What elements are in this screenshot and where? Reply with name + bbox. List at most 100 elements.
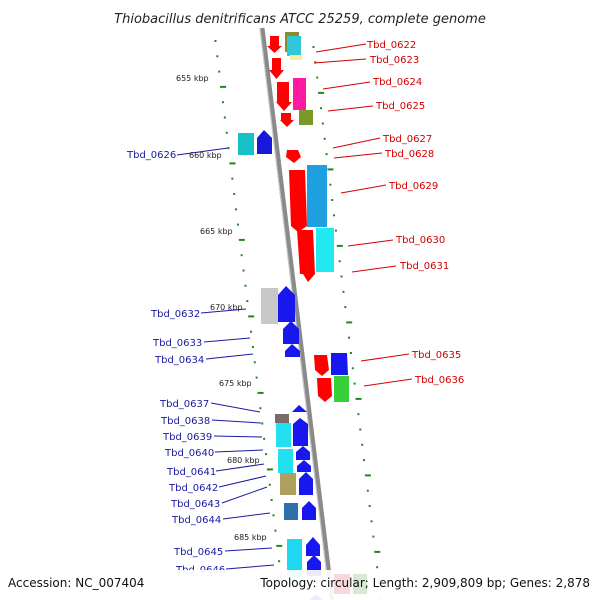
- gene-arrow-0642[interactable]: [299, 472, 313, 495]
- gene-box-0632[interactable]: [261, 288, 278, 324]
- label-tbd-0641[interactable]: Tbd_0641: [166, 467, 216, 478]
- gene-arrow-0633[interactable]: [283, 321, 299, 344]
- label-tbd-0634[interactable]: Tbd_0634: [154, 355, 204, 366]
- scale-dot: [240, 254, 243, 257]
- gene-arrow-0644[interactable]: [302, 501, 316, 520]
- scale-dot: [251, 346, 254, 348]
- scale-dot: [248, 315, 255, 318]
- scale-dot: [257, 391, 264, 394]
- label-tbd-0643[interactable]: Tbd_0643: [170, 499, 220, 510]
- scale-dot: [325, 153, 328, 156]
- scale-dot: [274, 529, 277, 532]
- scale-dot: [261, 422, 264, 425]
- gene-arrow-0625[interactable]: [280, 113, 294, 127]
- scale-dot: [361, 443, 364, 446]
- gene-arrow-0626[interactable]: [257, 130, 272, 154]
- gene-arrow-0637[interactable]: [292, 405, 307, 412]
- gene-box-0644[interactable]: [284, 503, 298, 520]
- label-tbd-0637[interactable]: Tbd_0637: [159, 399, 209, 410]
- scale-dot: [327, 168, 334, 171]
- scale-dot: [370, 520, 373, 523]
- scale-dot: [374, 550, 381, 553]
- label-tbd-0625[interactable]: Tbd_0625: [375, 101, 425, 112]
- label-tbd-0639[interactable]: Tbd_0639: [162, 432, 212, 443]
- gene-arrow-0622[interactable]: [267, 36, 282, 53]
- scale-dot: [221, 101, 224, 104]
- gene-arrow-0627[interactable]: [286, 150, 301, 163]
- scale-dot: [235, 208, 238, 211]
- label-tbd-0640[interactable]: Tbd_0640: [164, 448, 214, 459]
- label-tbd-0627[interactable]: Tbd_0627: [382, 134, 432, 145]
- gene-box-0636[interactable]: [334, 376, 349, 402]
- label-tbd-0623[interactable]: Tbd_0623: [369, 55, 419, 66]
- scale-dot: [263, 437, 266, 440]
- label-tbd-0626[interactable]: Tbd_0626: [126, 150, 176, 161]
- scale-dot: [216, 55, 219, 58]
- right-gene-labels: Tbd_0622 Tbd_0623 Tbd_0624 Tbd_0625 Tbd_…: [366, 40, 464, 386]
- label-tbd-0631[interactable]: Tbd_0631: [399, 261, 449, 272]
- gene-arrow-0630[interactable]: [297, 230, 315, 282]
- label-tbd-0635[interactable]: Tbd_0635: [411, 350, 461, 361]
- kbp-675: 675 kbp: [219, 379, 252, 388]
- scale-dot: [318, 91, 325, 94]
- gene-box-0629[interactable]: [307, 165, 327, 227]
- scale-dot: [355, 397, 362, 400]
- label-tbd-0636[interactable]: Tbd_0636: [414, 375, 464, 386]
- scale-dot: [340, 275, 343, 278]
- gene-arrow-0624[interactable]: [276, 82, 292, 111]
- accession-text: Accession: NC_007404: [8, 576, 144, 590]
- scale-dot: [348, 336, 351, 339]
- scale-dot: [276, 544, 283, 547]
- gene-arrow-0623[interactable]: [269, 58, 284, 79]
- kbp-655: 655 kbp: [176, 74, 209, 83]
- scale-dot: [268, 483, 271, 486]
- gene-box-0645[interactable]: [287, 539, 302, 577]
- label-tbd-0629[interactable]: Tbd_0629: [388, 181, 438, 192]
- gene-box-0630[interactable]: [316, 228, 334, 272]
- gene-arrow-0635[interactable]: [314, 355, 329, 376]
- gene-arrow-0634[interactable]: [285, 344, 300, 357]
- map-title: Thiobacillus denitrificans ATCC 25259, c…: [114, 12, 486, 27]
- scale-dot: [250, 330, 253, 333]
- summary-text: Topology: circular; Length: 2,909,809 bp…: [259, 576, 590, 590]
- gene-arrow-0629[interactable]: [289, 170, 307, 232]
- scale-dot: [225, 131, 228, 134]
- gene-arrow-0638[interactable]: [293, 418, 308, 446]
- gene-box-0637[interactable]: [275, 414, 289, 423]
- gene-box-0626[interactable]: [238, 133, 254, 155]
- gene-box-0624[interactable]: [293, 78, 306, 110]
- scale-dot: [346, 321, 353, 324]
- scale-dots: [214, 40, 382, 599]
- gene-arrow-0640[interactable]: [296, 446, 310, 460]
- label-tbd-0642[interactable]: Tbd_0642: [168, 483, 218, 494]
- gene-arrow-0635b[interactable]: [331, 353, 348, 375]
- gene-box-0625[interactable]: [299, 110, 313, 125]
- scale-dot: [244, 284, 247, 287]
- gene-box-0638[interactable]: [276, 423, 291, 447]
- scale-dot: [333, 214, 336, 217]
- scale-dot: [316, 76, 319, 79]
- scale-dot: [376, 566, 379, 569]
- gene-arrow-0632[interactable]: [278, 286, 295, 322]
- label-tbd-0638[interactable]: Tbd_0638: [160, 416, 210, 427]
- label-tbd-0630[interactable]: Tbd_0630: [395, 235, 445, 246]
- scale-dot: [246, 300, 249, 303]
- scale-dot: [242, 269, 245, 272]
- kbp-685: 685 kbp: [234, 533, 267, 542]
- scale-dot: [323, 137, 326, 140]
- gene-box-0640[interactable]: [278, 449, 293, 473]
- gene-box-0642[interactable]: [280, 473, 296, 495]
- label-tbd-0622[interactable]: Tbd_0622: [366, 40, 416, 51]
- scale-dot: [321, 122, 324, 125]
- label-tbd-0624[interactable]: Tbd_0624: [372, 77, 422, 88]
- gene-box-0623[interactable]: [287, 36, 301, 56]
- gene-arrow-0636[interactable]: [317, 378, 332, 402]
- label-tbd-0644[interactable]: Tbd_0644: [171, 515, 221, 526]
- gene-arrow-0641[interactable]: [297, 460, 311, 472]
- label-tbd-0645[interactable]: Tbd_0645: [173, 547, 223, 558]
- label-tbd-0633[interactable]: Tbd_0633: [152, 338, 202, 349]
- label-tbd-0628[interactable]: Tbd_0628: [384, 149, 434, 160]
- label-tbd-0632[interactable]: Tbd_0632: [150, 309, 200, 320]
- gene-arrow-0645[interactable]: [306, 537, 320, 556]
- reverse-genes: [238, 130, 323, 600]
